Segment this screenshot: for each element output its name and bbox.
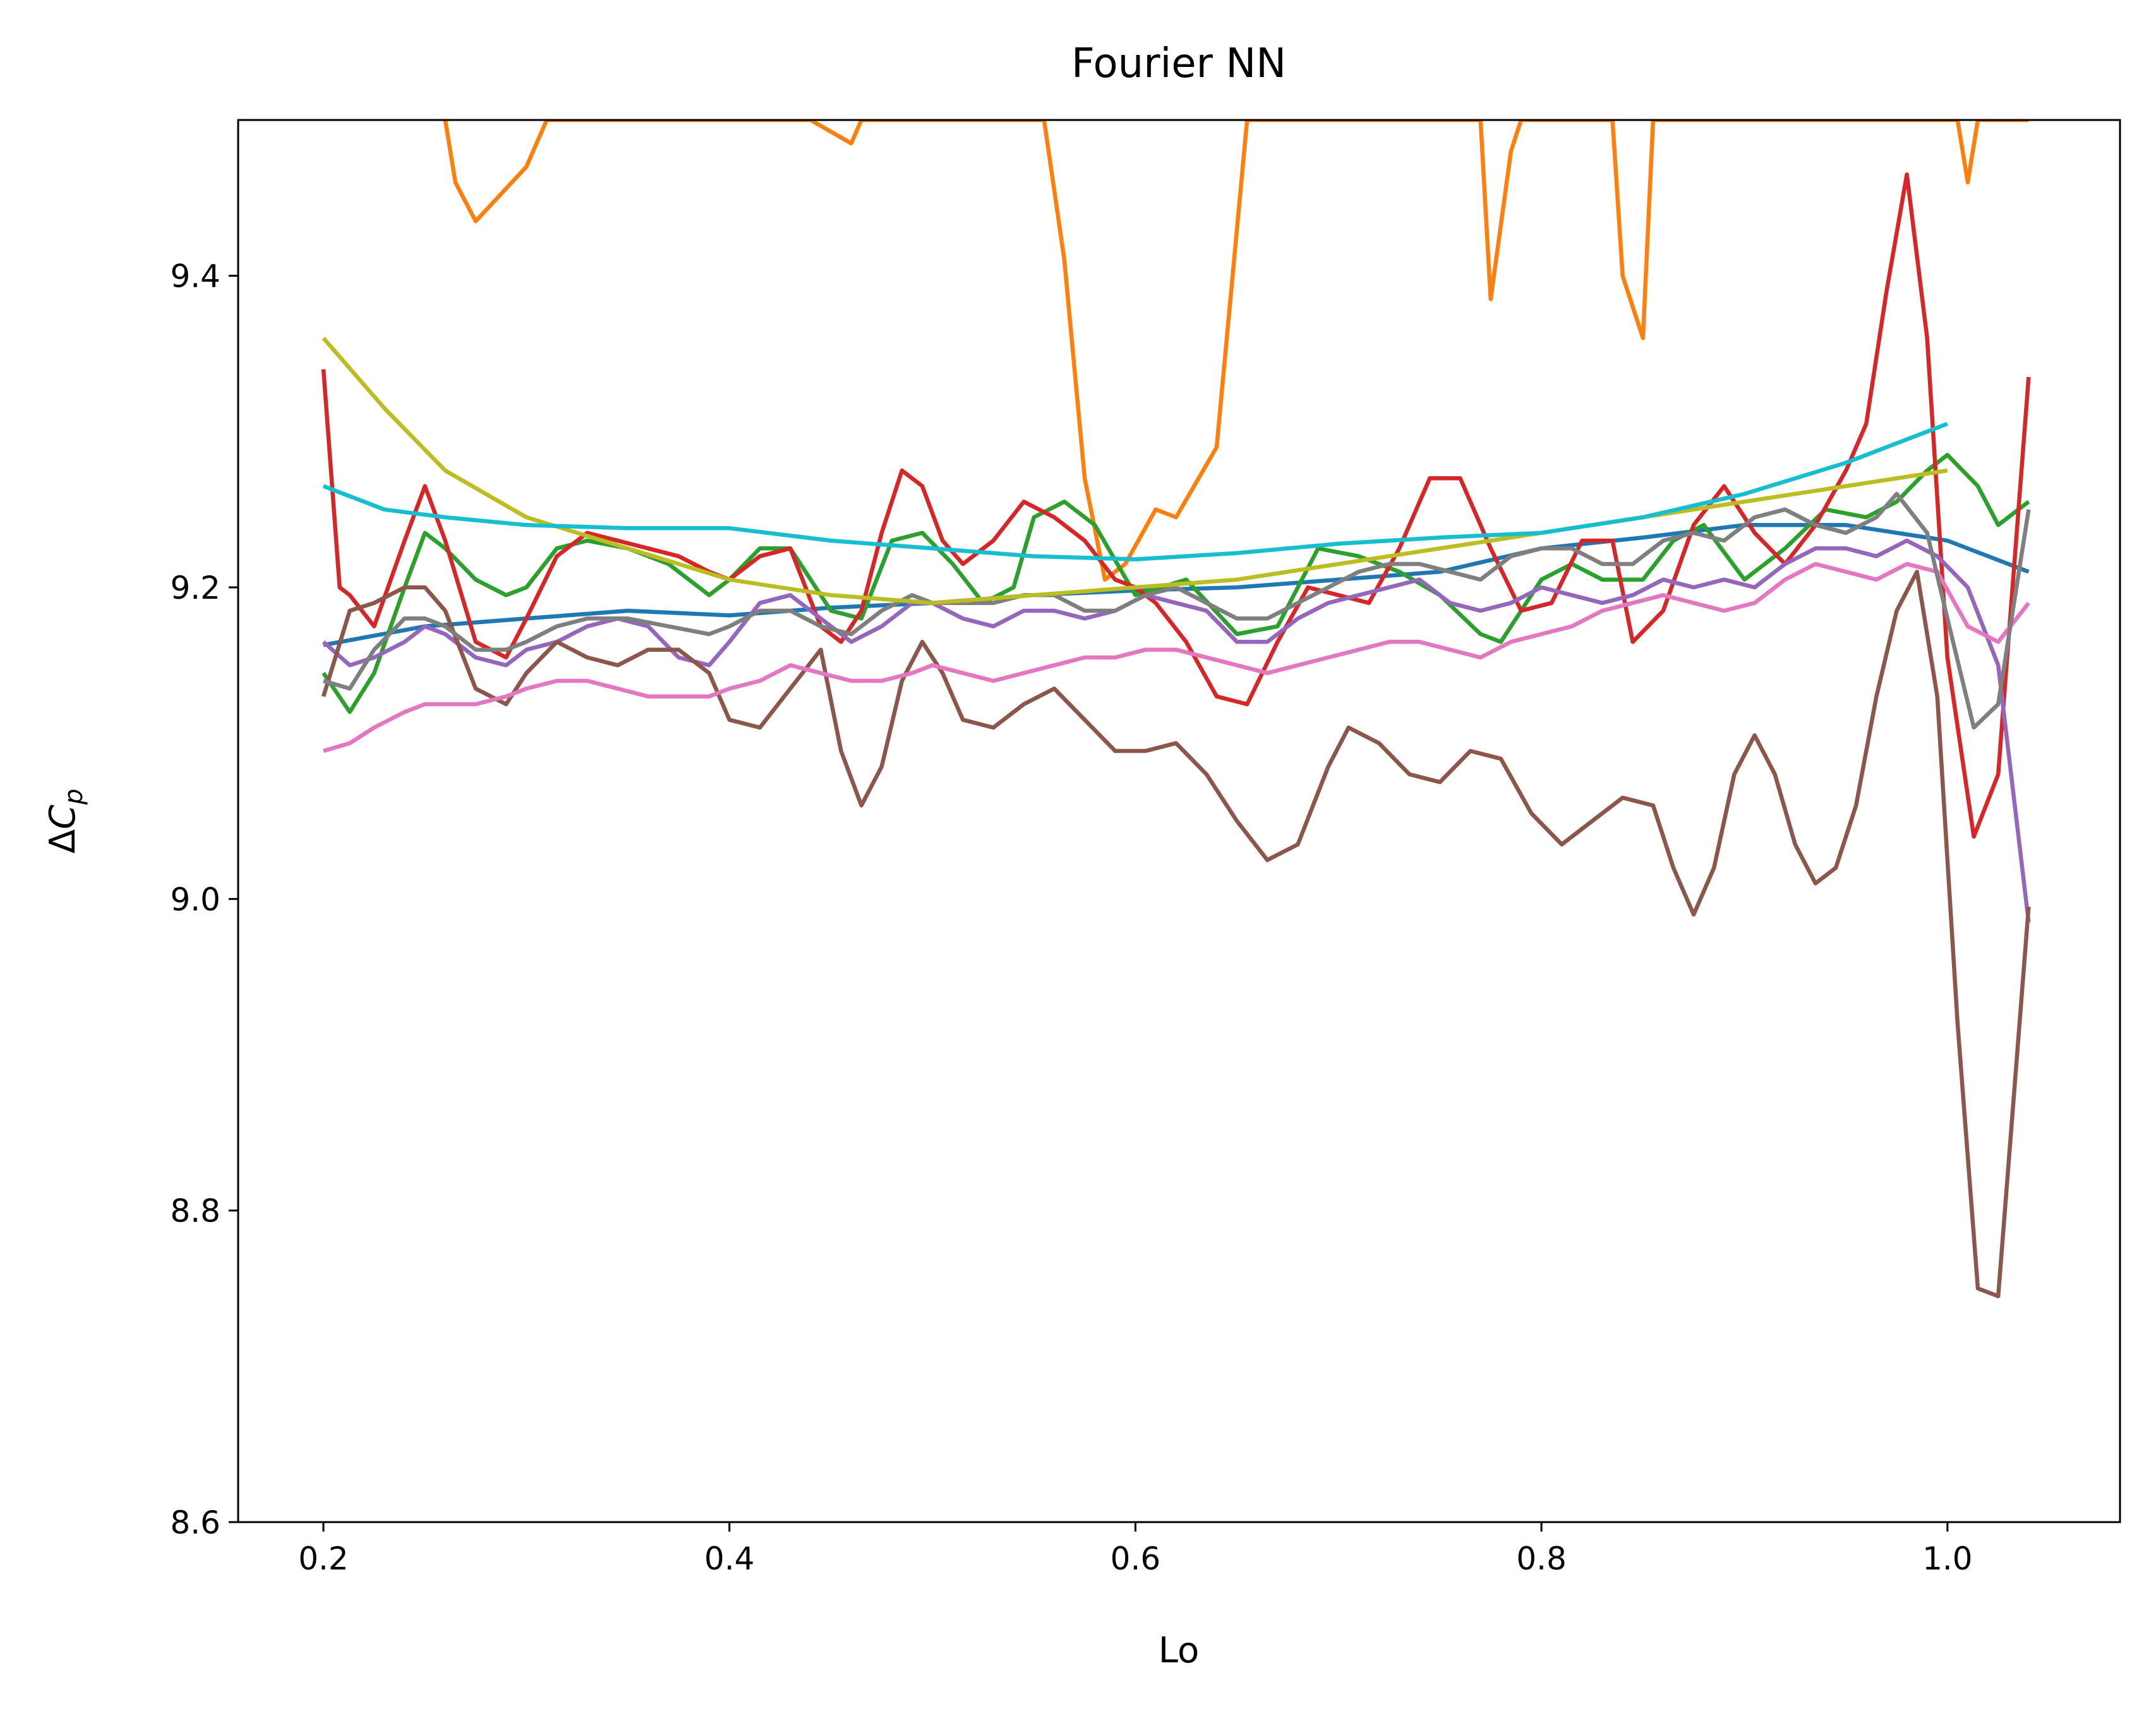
series-line-7 — [323, 561, 2030, 753]
series-line-6 — [321, 570, 2031, 1299]
series-line-3 — [322, 453, 2030, 714]
x-tick-label: 0.2 — [298, 1540, 349, 1577]
y-axis-label: ΔCp — [42, 789, 88, 854]
x-tick-label: 1.0 — [1922, 1540, 1973, 1577]
x-tick-label: 0.4 — [704, 1540, 755, 1577]
series-line-10 — [322, 421, 1948, 561]
y-axis-ticks: 8.6 8.8 9.0 9.2 9.4 — [170, 258, 238, 1541]
y-tick-label: 8.6 — [170, 1504, 220, 1541]
y-axis-label-delta: Δ — [42, 829, 83, 853]
chart-title: Fourier NN — [1071, 40, 1286, 87]
y-axis-label-symbol: C — [42, 805, 83, 829]
series-line-1 — [323, 523, 2030, 647]
y-tick-label: 8.8 — [170, 1193, 220, 1230]
x-axis-ticks: 0.2 0.4 0.6 0.8 1.0 — [298, 1522, 1973, 1577]
series-line-2 — [443, 120, 2029, 582]
series-layer — [321, 120, 2031, 1299]
y-axis-label-subscript: p — [59, 789, 88, 805]
x-tick-label: 0.8 — [1516, 1540, 1567, 1577]
series-line-8 — [323, 491, 2031, 730]
x-axis-label: Lo — [1159, 1630, 1199, 1671]
y-tick-label: 9.4 — [170, 258, 220, 295]
plot-frame — [237, 119, 2121, 1523]
y-tick-label: 9.0 — [170, 881, 220, 918]
x-tick-label: 0.6 — [1111, 1540, 1161, 1577]
y-tick-label: 9.2 — [170, 570, 220, 606]
